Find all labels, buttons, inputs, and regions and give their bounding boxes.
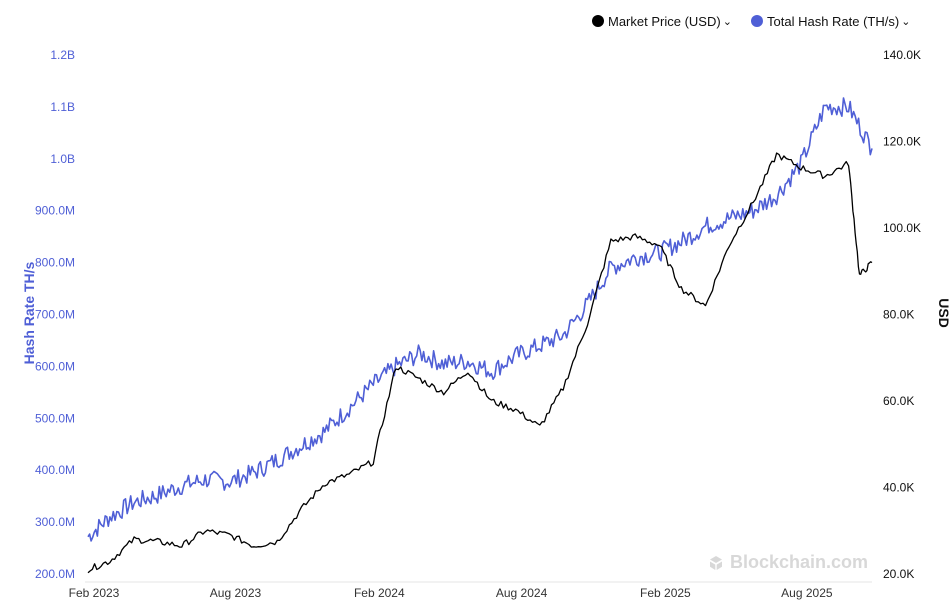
y-right-tick-label: 140.0K xyxy=(883,48,921,62)
y-left-tick-labels: 200.0M 300.0M 400.0M 500.0M 600.0M 700.0M 800.… xyxy=(35,48,75,581)
watermark: Blockchain.com xyxy=(708,552,868,573)
hash-rate-series-line xyxy=(87,97,873,542)
y-right-tick-label: 80.0K xyxy=(883,308,914,322)
y-left-tick-label: 500.0M xyxy=(35,411,75,425)
y-right-tick-label: 100.0K xyxy=(883,221,921,235)
legend-market-price[interactable]: Market Price (USD) ⌄ xyxy=(592,11,732,31)
y-left-tick-label: 200.0M xyxy=(35,567,75,581)
y-left-tick-label: 600.0M xyxy=(35,359,75,373)
y-right-axis-title: USD xyxy=(936,298,952,328)
x-tick-label: Feb 2025 xyxy=(640,586,691,600)
series-layer xyxy=(87,97,873,574)
y-left-axis-title: Hash Rate TH/s xyxy=(21,261,37,365)
y-left-tick-label: 1.0B xyxy=(50,152,75,166)
blockchain-logo-icon xyxy=(710,555,722,570)
y-right-tick-label: 20.0K xyxy=(883,567,914,581)
chevron-down-icon: ⌄ xyxy=(722,15,732,28)
y-left-tick-label: 400.0M xyxy=(35,463,75,477)
x-tick-label: Aug 2025 xyxy=(781,586,833,600)
x-tick-labels: Feb 2023 Aug 2023 Feb 2024 Aug 2024 Feb 2025… xyxy=(69,586,833,600)
y-left-tick-label: 900.0M xyxy=(35,204,75,218)
chevron-down-icon: ⌄ xyxy=(901,15,911,28)
legend-hash-rate[interactable]: Total Hash Rate (TH/s) ⌄ xyxy=(751,11,910,31)
market-price-series-line xyxy=(87,152,873,574)
legend-hash-rate-label: Total Hash Rate (TH/s) xyxy=(767,13,900,29)
x-tick-label: Feb 2023 xyxy=(69,586,120,600)
y-left-tick-label: 700.0M xyxy=(35,308,75,322)
market-price-dot-icon xyxy=(592,15,604,27)
x-tick-label: Aug 2023 xyxy=(210,586,262,600)
legend-market-price-label: Market Price (USD) xyxy=(608,13,721,29)
x-tick-label: Feb 2024 xyxy=(354,586,405,600)
y-right-tick-label: 60.0K xyxy=(883,394,914,408)
x-tick-label: Aug 2024 xyxy=(496,586,548,600)
y-left-tick-label: 800.0M xyxy=(35,256,75,270)
y-left-tick-label: 1.2B xyxy=(50,48,75,62)
y-left-tick-label: 1.1B xyxy=(50,100,75,114)
watermark-text: Blockchain.com xyxy=(730,552,869,572)
y-right-tick-label: 120.0K xyxy=(883,135,921,149)
hash-rate-dot-icon xyxy=(751,15,763,27)
y-right-tick-label: 40.0K xyxy=(883,481,914,495)
y-right-tick-labels: 20.0K 40.0K 60.0K 80.0K 100.0K 120.0K 140.0K xyxy=(883,48,921,581)
y-left-tick-label: 300.0M xyxy=(35,515,75,529)
